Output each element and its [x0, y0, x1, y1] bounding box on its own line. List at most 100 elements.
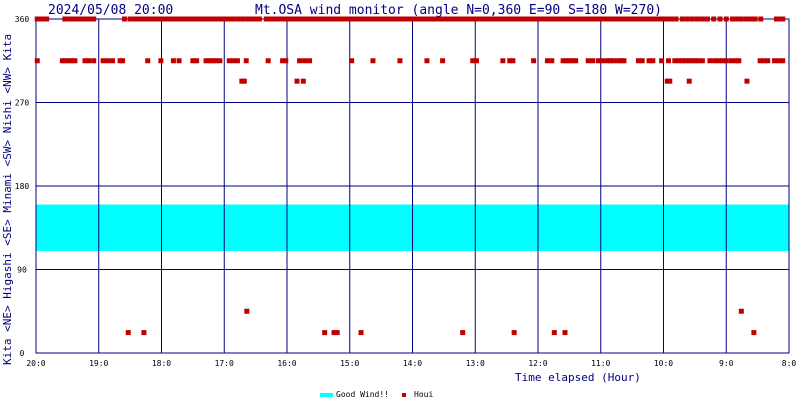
data-point [161, 16, 167, 22]
data-point [223, 16, 229, 22]
data-point [438, 16, 444, 22]
data-point [736, 58, 742, 64]
data-point [620, 16, 626, 22]
data-point [507, 58, 513, 64]
data-point [151, 16, 157, 22]
data-point [401, 16, 407, 22]
data-point [602, 16, 608, 22]
data-point [349, 16, 355, 22]
data-point [583, 16, 589, 22]
data-point [659, 58, 665, 64]
data-point [500, 58, 506, 64]
data-point [676, 58, 682, 64]
data-point [409, 16, 415, 22]
data-point [711, 16, 717, 22]
data-point [716, 58, 722, 64]
data-point [430, 16, 436, 22]
data-point [253, 16, 259, 22]
data-point [549, 16, 555, 22]
data-point [358, 330, 364, 336]
legend: Good Wind!! Houi [320, 390, 433, 399]
data-point [313, 16, 319, 22]
data-point [235, 16, 241, 22]
y-tick-label: 180 [15, 182, 30, 191]
data-point [302, 16, 308, 22]
chart-timestamp: 2024/05/08 20:00 [48, 3, 173, 18]
data-point [595, 58, 601, 64]
x-tick-label: 16:0 [277, 359, 296, 368]
data-point [182, 16, 188, 22]
y-tick-label: 90 [17, 266, 27, 275]
data-point [735, 16, 741, 22]
data-point [231, 58, 237, 64]
data-point [564, 16, 570, 22]
data-point [663, 16, 669, 22]
data-point [556, 16, 562, 22]
data-point [207, 16, 213, 22]
data-point [522, 16, 528, 22]
data-point [158, 58, 164, 64]
data-point [480, 16, 486, 22]
data-points-group [34, 16, 786, 336]
data-point [210, 58, 216, 64]
data-point [686, 58, 692, 64]
data-point [684, 16, 690, 22]
data-point [59, 58, 65, 64]
chart-title: Mt.OSA wind monitor (angle N=0,360 E=90 … [255, 3, 662, 18]
data-point [639, 58, 645, 64]
data-point [776, 58, 782, 64]
data-point [699, 16, 705, 22]
data-point [239, 78, 245, 84]
data-point [654, 16, 660, 22]
x-tick-label: 11:0 [591, 359, 610, 368]
data-point [172, 16, 178, 22]
data-point [286, 16, 292, 22]
data-point [645, 16, 651, 22]
data-point [472, 16, 478, 22]
data-point [320, 16, 326, 22]
data-point [434, 16, 440, 22]
data-point [694, 16, 700, 22]
data-point [544, 58, 550, 64]
data-point [121, 16, 127, 22]
data-point [610, 58, 616, 64]
data-point [541, 16, 547, 22]
data-point [777, 16, 783, 22]
data-point [226, 58, 232, 64]
data-point [364, 16, 370, 22]
data-point [484, 16, 490, 22]
data-point [413, 16, 419, 22]
data-point [585, 58, 591, 64]
data-point [613, 16, 619, 22]
data-point [404, 16, 410, 22]
data-point [148, 16, 154, 22]
data-point [91, 58, 97, 64]
data-point [34, 58, 40, 64]
data-point [668, 16, 674, 22]
data-point [579, 16, 585, 22]
data-point [361, 16, 367, 22]
data-point [629, 16, 635, 22]
data-point [82, 58, 88, 64]
data-point [62, 58, 68, 64]
data-point [673, 16, 679, 22]
x-tick-label: 18:0 [152, 359, 171, 368]
data-point [646, 58, 652, 64]
data-point [294, 78, 300, 84]
x-axis-label: Time elapsed (Hour) [515, 371, 641, 384]
data-point [176, 16, 182, 22]
data-point [190, 16, 196, 22]
x-tick-label: 19:0 [89, 359, 108, 368]
data-point [519, 16, 525, 22]
data-point [765, 58, 771, 64]
data-point [117, 58, 123, 64]
data-point [689, 16, 695, 22]
data-point [682, 58, 688, 64]
data-point [243, 58, 249, 64]
data-point [510, 58, 516, 64]
x-tick-label: 9:0 [719, 359, 734, 368]
data-point [300, 78, 306, 84]
data-point [575, 16, 581, 22]
